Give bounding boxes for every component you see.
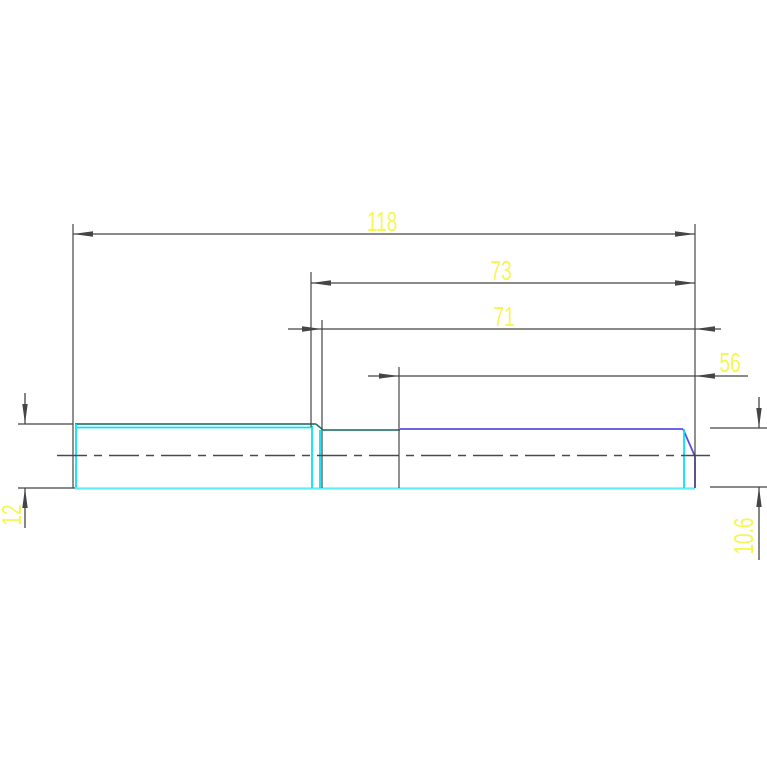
arrowhead-71-right[interactable]	[695, 326, 715, 332]
arrowhead-10-6-top[interactable]	[756, 408, 762, 428]
arrowhead-12-bottom[interactable]	[22, 488, 28, 508]
arrowhead-12-top[interactable]	[22, 404, 28, 424]
extension-lines	[18, 224, 767, 489]
dimension-value-118[interactable]: 118	[367, 206, 397, 238]
dimension-value-12[interactable]: 12	[0, 504, 28, 525]
arrowhead-118-left[interactable]	[73, 231, 93, 237]
dimension-value-56[interactable]: 56	[719, 347, 740, 379]
arrowhead-56-left[interactable]	[379, 373, 399, 379]
dimension-value-10-6[interactable]: 10.6	[728, 517, 760, 554]
dimension-73: 73	[311, 255, 695, 287]
arrowhead-56-right[interactable]	[695, 373, 715, 379]
arrowhead-73-left[interactable]	[311, 280, 331, 286]
dimension-118: 118	[73, 206, 695, 238]
arrowhead-118-right[interactable]	[675, 231, 695, 237]
arrowhead-73-right[interactable]	[675, 280, 695, 286]
arrowhead-10-6-bottom[interactable]	[756, 487, 762, 507]
arrowhead-71-left[interactable]	[302, 326, 322, 332]
dimension-71: 71	[288, 301, 721, 333]
dimension-10-6: 10.6	[728, 397, 762, 560]
dimension-12: 12	[0, 393, 28, 528]
dimension-value-71[interactable]: 71	[493, 301, 514, 333]
dimension-56: 56	[368, 347, 748, 379]
part-outline	[75, 423, 696, 490]
part-right-end-chamfer[interactable]	[682, 428, 696, 457]
dimension-value-73[interactable]: 73	[490, 255, 511, 287]
